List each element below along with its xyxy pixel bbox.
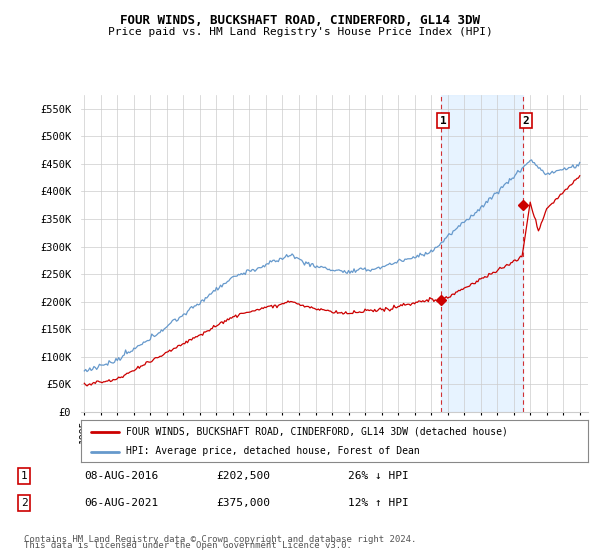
Text: 06-AUG-2021: 06-AUG-2021 xyxy=(84,498,158,508)
Bar xyxy=(440,95,523,412)
Text: Contains HM Land Registry data © Crown copyright and database right 2024.: Contains HM Land Registry data © Crown c… xyxy=(24,535,416,544)
Text: £202,500: £202,500 xyxy=(216,471,270,481)
Text: 1: 1 xyxy=(440,115,446,125)
Text: 1: 1 xyxy=(20,471,28,481)
Text: £375,000: £375,000 xyxy=(216,498,270,508)
Text: FOUR WINDS, BUCKSHAFT ROAD, CINDERFORD, GL14 3DW (detached house): FOUR WINDS, BUCKSHAFT ROAD, CINDERFORD, … xyxy=(125,427,508,437)
Text: FOUR WINDS, BUCKSHAFT ROAD, CINDERFORD, GL14 3DW: FOUR WINDS, BUCKSHAFT ROAD, CINDERFORD, … xyxy=(120,14,480,27)
Text: This data is licensed under the Open Government Licence v3.0.: This data is licensed under the Open Gov… xyxy=(24,542,352,550)
Text: 2: 2 xyxy=(20,498,28,508)
Text: 2: 2 xyxy=(523,115,529,125)
Text: HPI: Average price, detached house, Forest of Dean: HPI: Average price, detached house, Fore… xyxy=(125,446,419,456)
Text: Price paid vs. HM Land Registry's House Price Index (HPI): Price paid vs. HM Land Registry's House … xyxy=(107,27,493,37)
Text: 26% ↓ HPI: 26% ↓ HPI xyxy=(348,471,409,481)
Text: 08-AUG-2016: 08-AUG-2016 xyxy=(84,471,158,481)
Text: 12% ↑ HPI: 12% ↑ HPI xyxy=(348,498,409,508)
